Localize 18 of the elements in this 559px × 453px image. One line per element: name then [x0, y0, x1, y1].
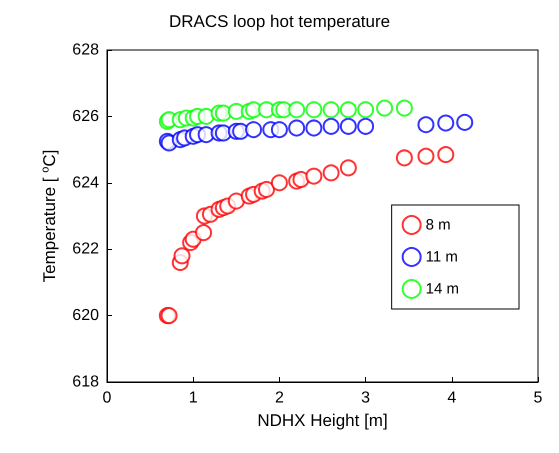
x-tick-label: 4 [447, 390, 456, 406]
y-tick-label: 628 [72, 42, 100, 58]
y-tick-label: 624 [72, 174, 100, 192]
x-tick-label: 0 [102, 390, 112, 406]
x-axis-title: NDHX Height [m] [257, 411, 388, 430]
legend-label: 11 m [426, 248, 458, 266]
legend-label: 8 m [426, 216, 451, 234]
y-tick-label: 618 [72, 374, 100, 390]
x-tick-label: 5 [534, 390, 543, 406]
y-axis-title: Temperature [ oC] [40, 150, 59, 282]
y-tick-label: 622 [72, 240, 100, 258]
y-tick-label: 620 [72, 307, 100, 324]
legend-label: 14 m [426, 280, 460, 298]
y-tick-label: 626 [72, 108, 100, 125]
x-tick-label: 1 [188, 390, 198, 406]
x-tick-label: 3 [361, 390, 370, 406]
chart-title: DRACS loop hot temperature [168, 12, 390, 31]
x-tick-label: 2 [274, 390, 284, 406]
